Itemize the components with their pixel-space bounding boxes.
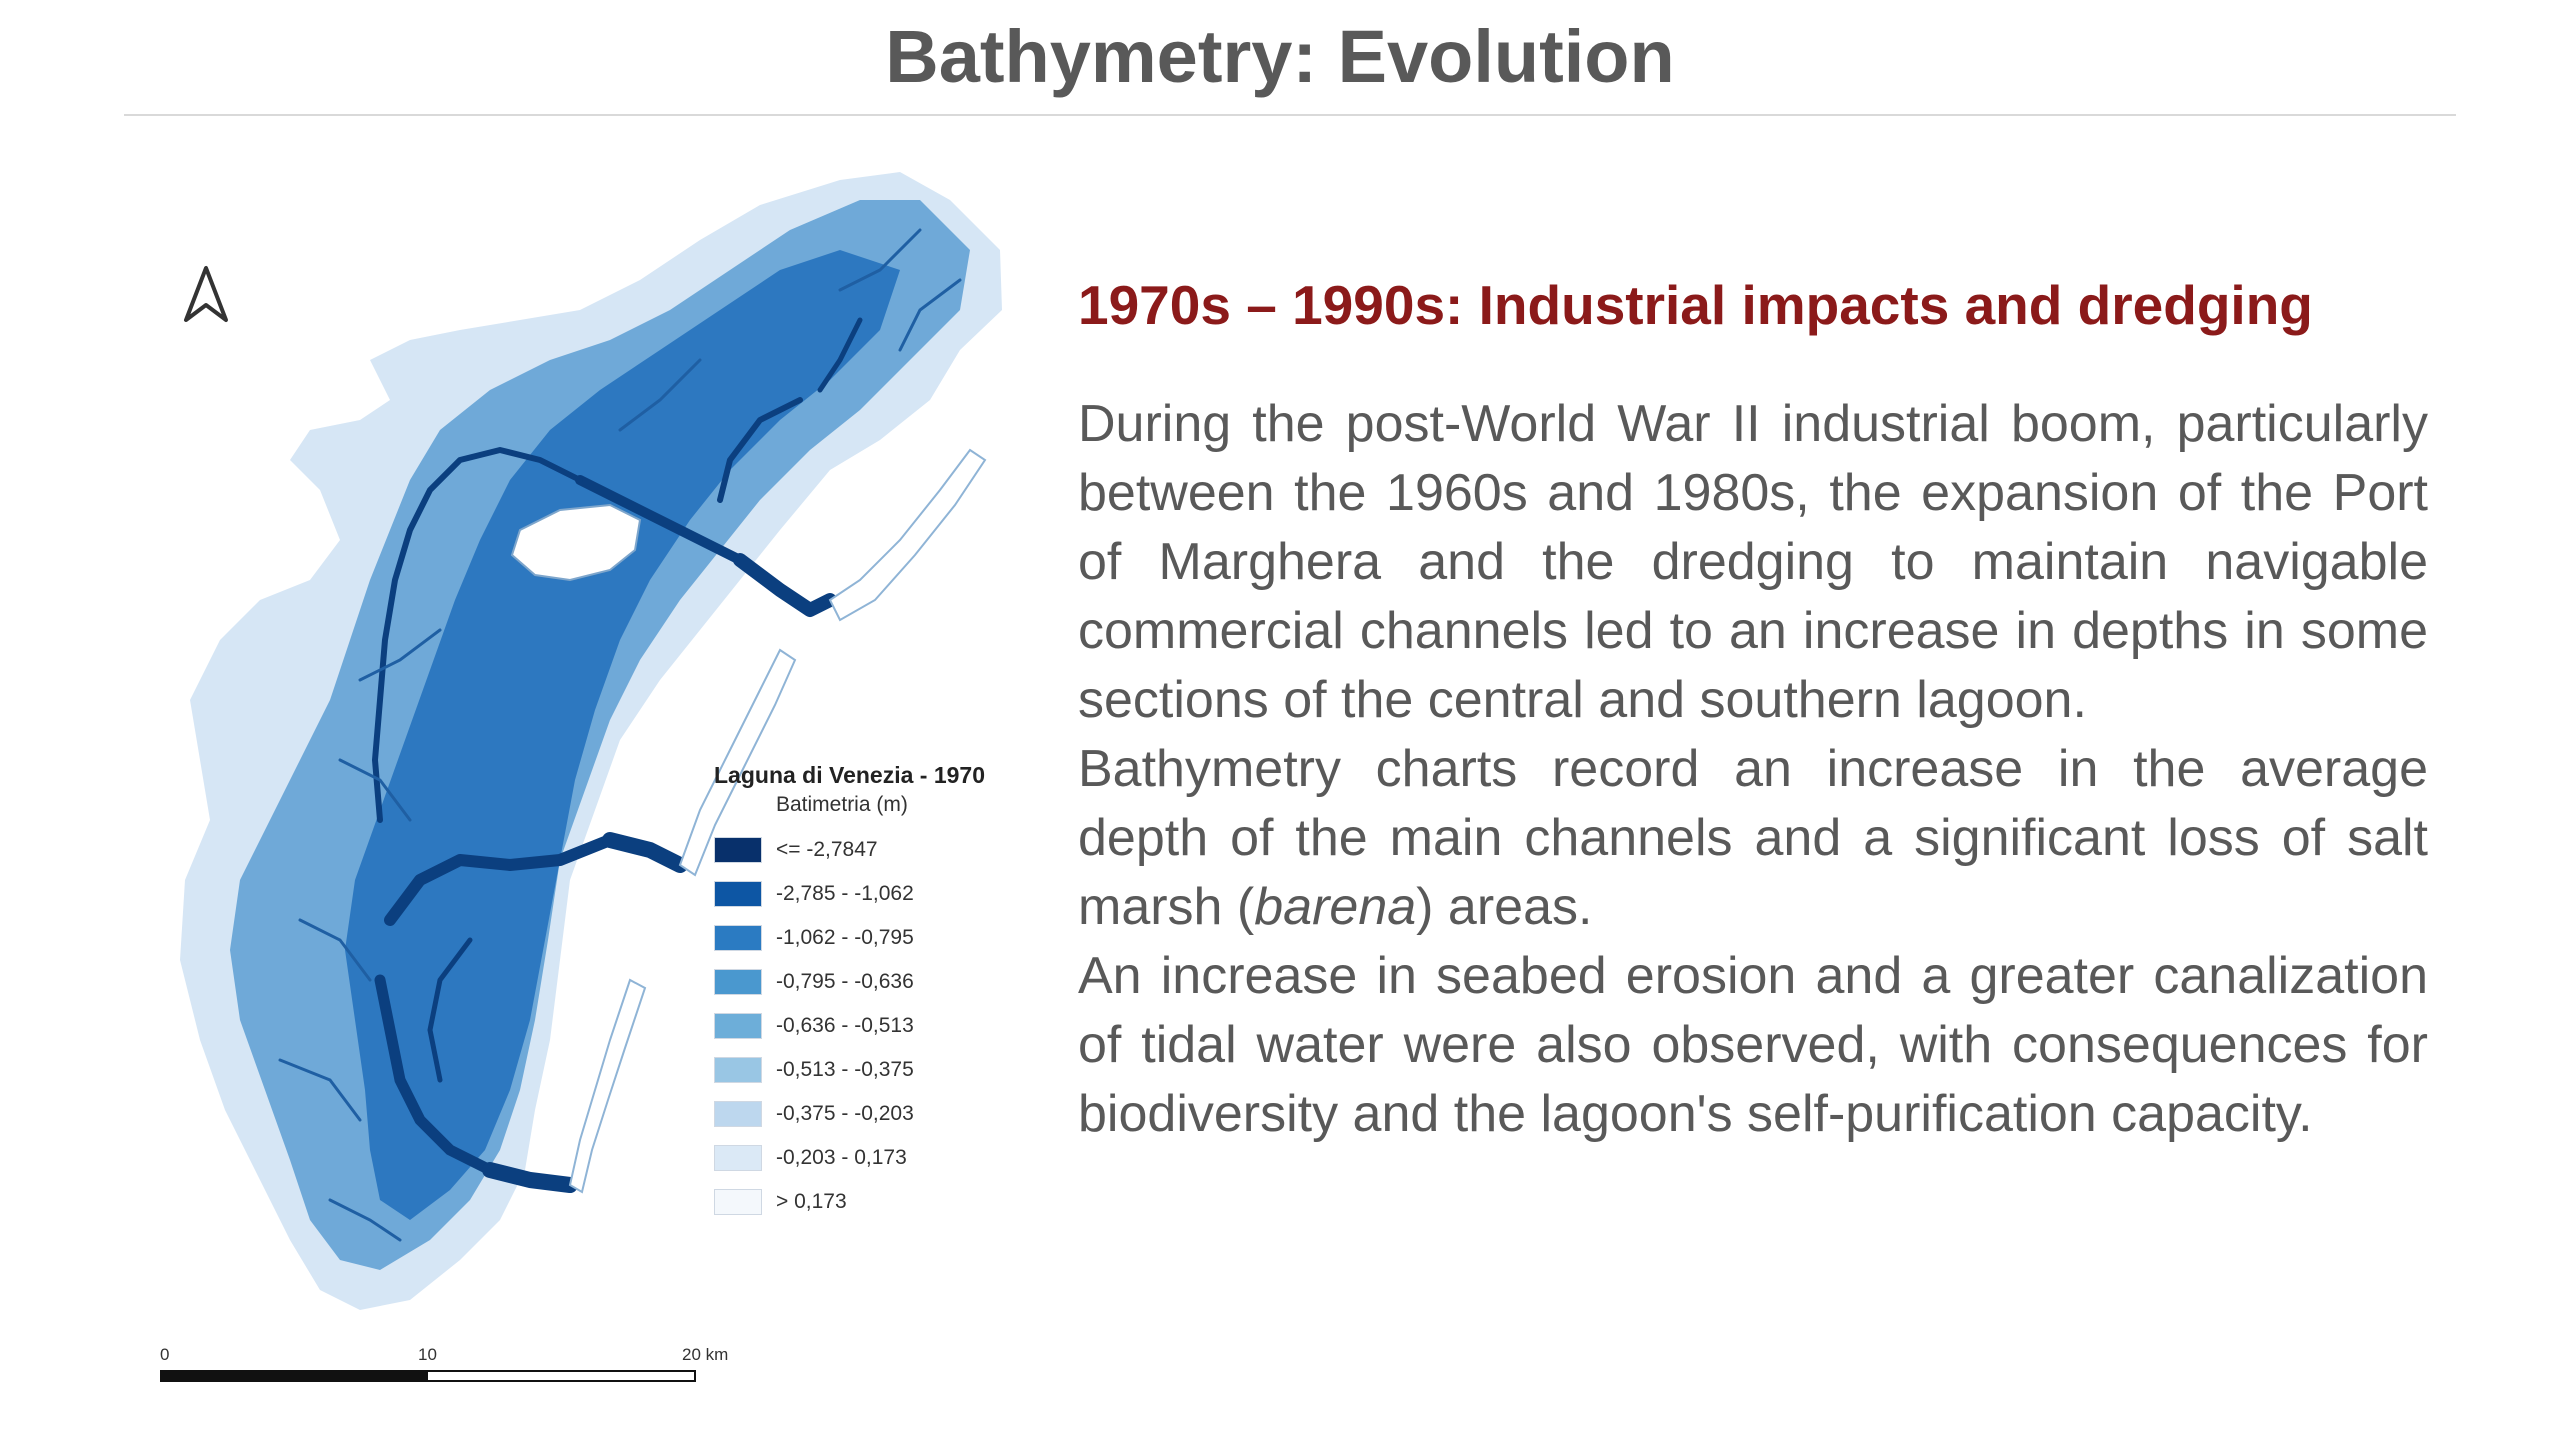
scale-label-0: 0 <box>160 1345 170 1364</box>
body-text: During the post-World War II industrial … <box>1078 390 2428 1149</box>
main-channels <box>372 317 863 1193</box>
bathymetry-map: Laguna di Venezia - 1970 Batimetria (m) … <box>140 160 1040 1420</box>
north-arrow-icon <box>184 266 228 322</box>
legend-label: -0,203 - 0,173 <box>776 1146 907 1169</box>
scale-bar <box>160 1370 696 1382</box>
title-divider <box>124 114 2456 116</box>
page-title: Bathymetry: Evolution <box>885 15 1675 98</box>
legend-swatch <box>714 969 762 995</box>
legend-label: -0,795 - -0,636 <box>776 970 914 993</box>
lagoon-deep-core <box>345 250 900 1220</box>
legend-swatch <box>714 881 762 907</box>
scale-label-10: 10 <box>418 1345 437 1364</box>
legend-swatch <box>714 925 762 951</box>
legend-label: -0,636 - -0,513 <box>776 1014 914 1037</box>
section-heading: 1970s – 1990s: Industrial impacts and dr… <box>1078 274 2313 336</box>
legend-item: -0,513 - -0,375 <box>714 1048 1054 1092</box>
legend-subtitle: Batimetria (m) <box>776 793 908 816</box>
paragraph-3: An increase in seabed erosion and a grea… <box>1078 947 2428 1143</box>
text-content: 1970s – 1990s: Industrial impacts and dr… <box>1078 270 2428 1149</box>
paragraph-2: Bathymetry charts record an increase in … <box>1078 735 2428 942</box>
legend-item: -0,636 - -0,513 <box>714 1004 1054 1048</box>
paragraph-2-end: ) areas. <box>1416 878 1593 936</box>
legend-label: <= -2,7847 <box>776 838 878 861</box>
scale-label-20: 20 km <box>682 1345 729 1364</box>
scale-bar-labels: 0 10 20 km <box>160 1345 760 1369</box>
legend-swatch <box>714 837 762 863</box>
lagoon-map-graphic <box>180 172 1002 1310</box>
map-legend: Laguna di Venezia - 1970 Batimetria (m) … <box>714 760 1054 1224</box>
legend-label: > 0,173 <box>776 1190 847 1213</box>
legend-swatch <box>714 1057 762 1083</box>
legend-label: -1,062 - -0,795 <box>776 926 914 949</box>
legend-label: -2,785 - -1,062 <box>776 882 914 905</box>
legend-item: -0,203 - 0,173 <box>714 1136 1054 1180</box>
legend-item: > 0,173 <box>714 1180 1054 1224</box>
legend-item: -0,375 - -0,203 <box>714 1092 1054 1136</box>
legend-label: -0,513 - -0,375 <box>776 1058 914 1081</box>
barrier-islands <box>568 448 987 1194</box>
legend-label: -0,375 - -0,203 <box>776 1102 914 1125</box>
legend-swatch <box>714 1189 762 1215</box>
scale-bar-fill <box>162 1372 428 1380</box>
legend-title: Laguna di Venezia - 1970 <box>714 762 985 788</box>
legend-swatch <box>714 1101 762 1127</box>
tidal-creeks <box>278 228 962 1242</box>
legend-item: -1,062 - -0,795 <box>714 916 1054 960</box>
paragraph-2-start: Bathymetry charts record an increase in … <box>1078 740 2428 936</box>
legend-swatch <box>714 1145 762 1171</box>
venice-islands <box>510 503 642 582</box>
legend-swatch <box>714 1013 762 1039</box>
paragraph-2-italic: barena <box>1254 878 1417 936</box>
legend-item: -0,795 - -0,636 <box>714 960 1054 1004</box>
paragraph-1: During the post-World War II industrial … <box>1078 395 2428 729</box>
legend-item: <= -2,7847 <box>714 828 1054 872</box>
legend-item: -2,785 - -1,062 <box>714 872 1054 916</box>
